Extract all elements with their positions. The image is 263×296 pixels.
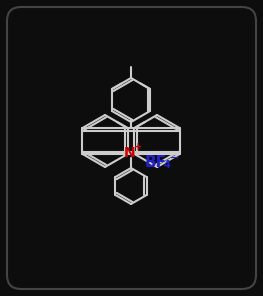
Text: +: + [134,142,142,152]
FancyBboxPatch shape [7,7,256,289]
Text: BF: BF [145,155,167,170]
Text: −: − [170,153,179,163]
Text: N: N [124,146,136,160]
Text: 4: 4 [164,160,171,170]
